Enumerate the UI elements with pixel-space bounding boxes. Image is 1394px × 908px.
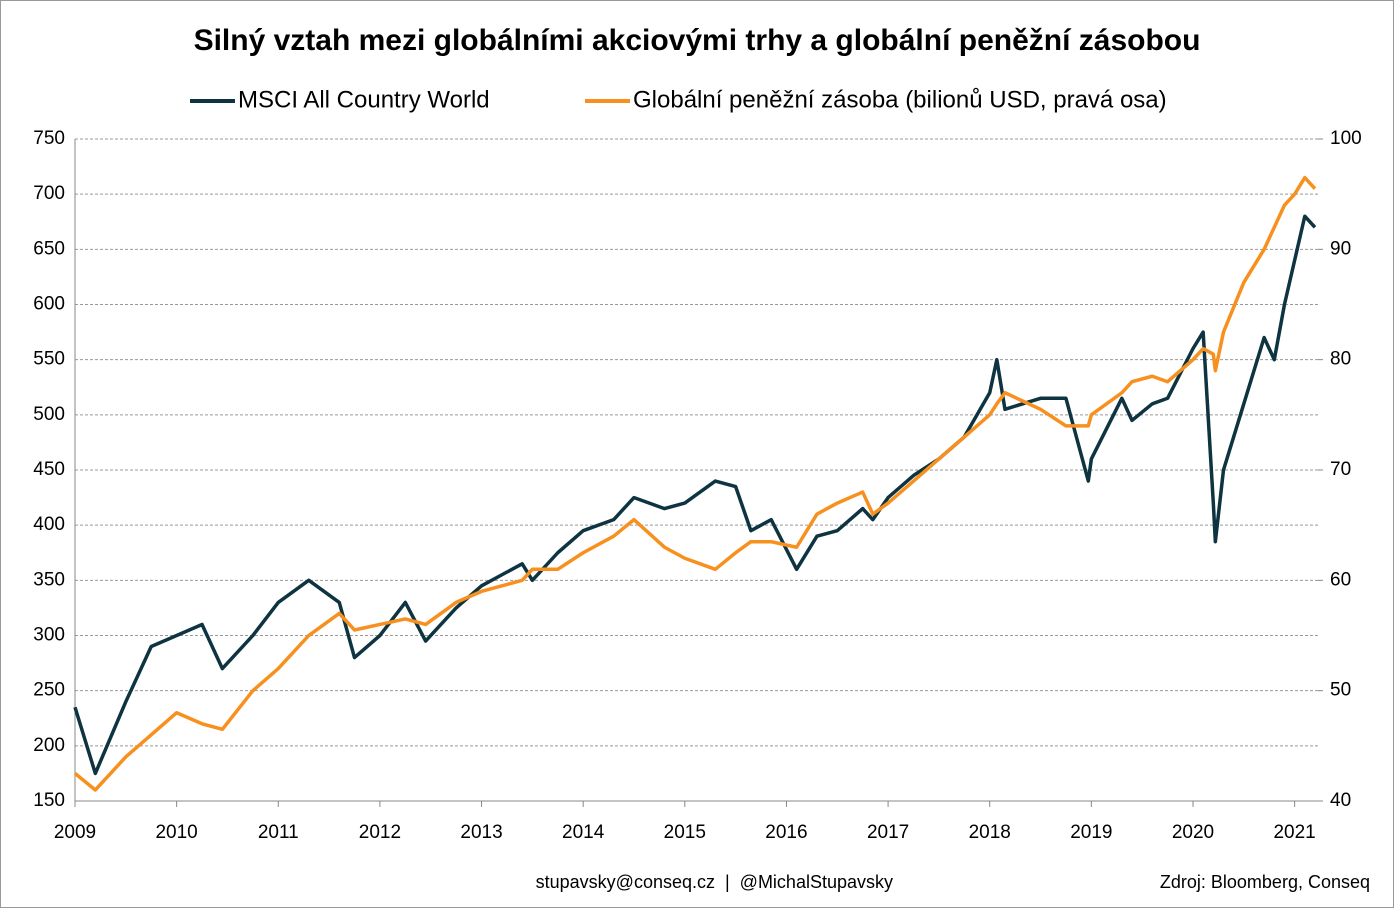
y-tick-label: 650 (33, 238, 65, 259)
series-line (73, 214, 1317, 776)
y-tick-label: 750 (33, 128, 65, 149)
y2-tick-label: 70 (1330, 459, 1351, 480)
y2-tick-label: 80 (1330, 349, 1351, 370)
y2-tick-label: 100 (1330, 128, 1362, 149)
x-tick-label: 2016 (765, 822, 807, 843)
chart-title: Silný vztah mezi globálními akciovými tr… (194, 24, 1201, 57)
y-tick-label: 150 (33, 790, 65, 811)
y-tick-label: 450 (33, 459, 65, 480)
x-tick-label: 2010 (155, 822, 197, 843)
x-tick-label: 2018 (969, 822, 1011, 843)
x-tick-label: 2017 (867, 822, 909, 843)
y2-tick-label: 40 (1330, 790, 1351, 811)
y-tick-label: 700 (33, 183, 65, 204)
y-tick-label: 600 (33, 294, 65, 315)
y-tick-label: 300 (33, 625, 65, 646)
x-tick-label: 2012 (359, 822, 401, 843)
x-tick-label: 2011 (258, 822, 299, 843)
x-tick-label: 2019 (1070, 822, 1112, 843)
x-tick-label: 2013 (460, 822, 502, 843)
y-tick-label: 500 (33, 404, 65, 425)
x-tick-label: 2014 (562, 822, 605, 843)
y-tick-label: 400 (33, 514, 65, 535)
x-tick-label: 2015 (664, 822, 706, 843)
x-tick-label: 2021 (1273, 822, 1315, 843)
legend-label: Globální peněžní zásoba (bilionů USD, pr… (633, 86, 1167, 113)
footer: stupavsky@conseq.cz | @MichalStupavsky (536, 872, 893, 892)
x-tick-label: 2009 (54, 822, 96, 843)
legend-label: MSCI All Country World (238, 86, 490, 113)
y-tick-label: 200 (33, 735, 65, 756)
y-tick-label: 250 (33, 680, 65, 701)
x-tick-label: 2020 (1172, 822, 1214, 843)
source: Zdroj: Bloomberg, Conseq (1160, 872, 1370, 892)
y2-tick-label: 50 (1330, 680, 1351, 701)
y2-tick-label: 90 (1330, 238, 1351, 259)
y2-tick-label: 60 (1330, 569, 1351, 590)
y-tick-label: 350 (33, 569, 65, 590)
series-line (73, 175, 1317, 792)
y-tick-label: 550 (33, 349, 65, 370)
